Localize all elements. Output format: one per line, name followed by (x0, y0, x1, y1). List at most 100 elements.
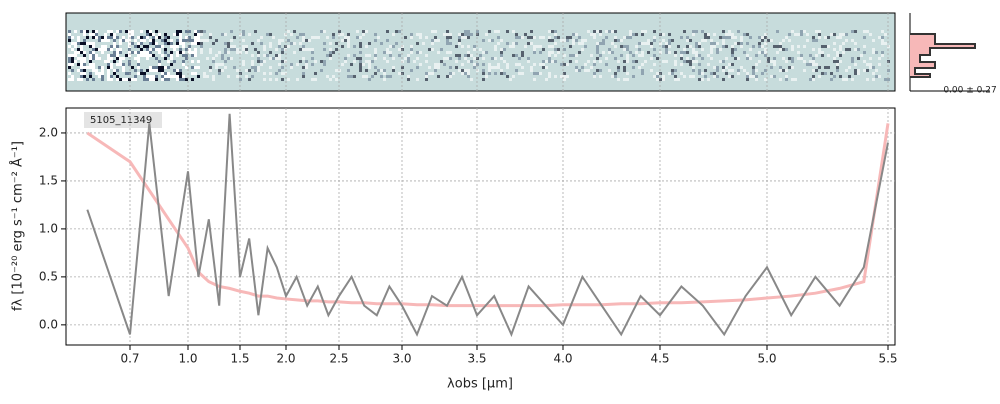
pixel (95, 57, 98, 60)
pixel (434, 69, 437, 72)
pixel (389, 51, 392, 54)
pixel (209, 51, 212, 54)
pixel (152, 33, 155, 36)
pixel (77, 69, 80, 72)
pixel (290, 63, 293, 66)
pixel (275, 54, 278, 57)
pixel (692, 30, 695, 33)
pixel (287, 30, 290, 33)
pixel (434, 39, 437, 42)
pixel (812, 48, 815, 51)
pixel (218, 51, 221, 54)
pixel (410, 69, 413, 72)
pixel (626, 48, 629, 51)
pixel (770, 75, 773, 78)
pixel (584, 69, 587, 72)
pixel (620, 54, 623, 57)
pixel (818, 36, 821, 39)
pixel (596, 57, 599, 60)
pixel (275, 57, 278, 60)
pixel (116, 48, 119, 51)
pixel (479, 54, 482, 57)
pixel (242, 39, 245, 42)
pixel (107, 72, 110, 75)
pixel (335, 69, 338, 72)
pixel (551, 39, 554, 42)
pixel (161, 72, 164, 75)
pixel (764, 36, 767, 39)
pixel (302, 48, 305, 51)
pixel (503, 48, 506, 51)
pixel (272, 36, 275, 39)
pixel (302, 39, 305, 42)
pixel (869, 63, 872, 66)
pixel (674, 60, 677, 63)
pixel (374, 54, 377, 57)
pixel (599, 54, 602, 57)
pixel (527, 57, 530, 60)
pixel (275, 78, 278, 81)
pixel (107, 36, 110, 39)
pixel (245, 48, 248, 51)
pixel (725, 33, 728, 36)
pixel (245, 51, 248, 54)
pixel (761, 39, 764, 42)
pixel (278, 39, 281, 42)
pixel (704, 39, 707, 42)
pixel (734, 42, 737, 45)
pixel (344, 36, 347, 39)
pixel (599, 42, 602, 45)
pixel (83, 63, 86, 66)
pixel (581, 66, 584, 69)
pixel (104, 33, 107, 36)
pixel (173, 60, 176, 63)
pixel (302, 66, 305, 69)
pixel (167, 66, 170, 69)
pixel (146, 75, 149, 78)
pixel (80, 66, 83, 69)
pixel (572, 33, 575, 36)
pixel (74, 60, 77, 63)
pixel (800, 30, 803, 33)
pixel (515, 36, 518, 39)
pixel (500, 69, 503, 72)
pixel (470, 78, 473, 81)
pixel (128, 54, 131, 57)
pixel (233, 36, 236, 39)
pixel (482, 63, 485, 66)
pixel (116, 36, 119, 39)
pixel (545, 78, 548, 81)
pixel (116, 63, 119, 66)
pixel (698, 45, 701, 48)
pixel (164, 75, 167, 78)
pixel (374, 57, 377, 60)
pixel (506, 75, 509, 78)
pixel (392, 45, 395, 48)
pixel (512, 42, 515, 45)
pixel (500, 54, 503, 57)
pixel (119, 57, 122, 60)
pixel (146, 57, 149, 60)
pixel (230, 57, 233, 60)
pixel (161, 54, 164, 57)
pixel (164, 42, 167, 45)
pixel (881, 36, 884, 39)
pixel (302, 33, 305, 36)
pixel (146, 54, 149, 57)
pixel (407, 57, 410, 60)
pixel (170, 57, 173, 60)
pixel (98, 66, 101, 69)
pixel (875, 75, 878, 78)
pixel (320, 30, 323, 33)
pixel (746, 42, 749, 45)
pixel (632, 66, 635, 69)
pixel (560, 39, 563, 42)
pixel (107, 75, 110, 78)
pixel (836, 51, 839, 54)
pixel (362, 75, 365, 78)
pixel (410, 51, 413, 54)
pixel (797, 57, 800, 60)
pixel (518, 36, 521, 39)
pixel (632, 33, 635, 36)
pixel (143, 78, 146, 81)
